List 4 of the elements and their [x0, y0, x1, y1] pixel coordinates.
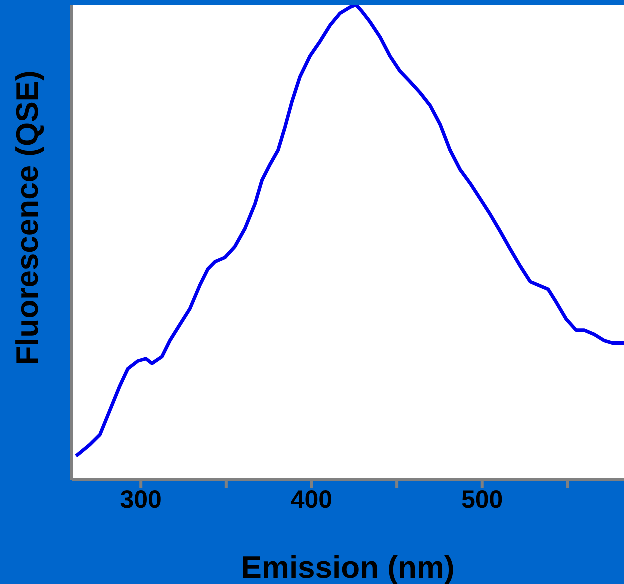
x-tick-label: 500 — [462, 486, 504, 514]
x-tick-label: 400 — [290, 486, 333, 514]
y-axis-title: Fluorescence (QSE) — [10, 70, 46, 366]
x-tick-label: 300 — [120, 486, 162, 514]
